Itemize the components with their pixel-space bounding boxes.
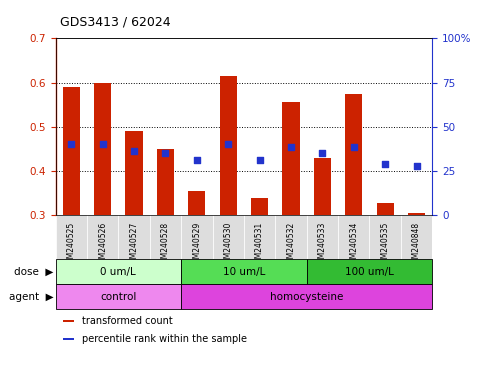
Text: GSM240525: GSM240525 [67,222,76,268]
Text: GDS3413 / 62024: GDS3413 / 62024 [60,16,171,29]
Bar [181,259,307,284]
Bar [275,215,307,259]
Text: GSM240535: GSM240535 [381,222,390,268]
Text: GSM240527: GSM240527 [129,222,139,268]
Bar [118,215,150,259]
Bar [307,259,432,284]
Text: 0 um/L: 0 um/L [100,266,136,277]
Text: percentile rank within the sample: percentile rank within the sample [82,334,247,344]
Bar [188,191,205,215]
Bar [307,215,338,259]
Text: GSM240526: GSM240526 [98,222,107,268]
Text: GSM240529: GSM240529 [192,222,201,268]
Bar [63,338,73,340]
Point [350,144,357,150]
Bar [283,103,299,215]
Text: GSM240531: GSM240531 [255,222,264,268]
Bar [157,149,174,215]
Text: GSM240533: GSM240533 [318,222,327,268]
Point [412,164,420,170]
Point [224,141,232,147]
Bar [408,213,425,215]
Text: homocysteine: homocysteine [270,291,343,302]
Bar [56,284,181,309]
Bar [377,203,394,215]
Text: GSM240532: GSM240532 [286,222,296,268]
Bar [369,215,401,259]
Text: 10 um/L: 10 um/L [223,266,265,277]
Point [193,157,201,163]
Bar [314,158,331,215]
Text: GSM240530: GSM240530 [224,222,233,268]
Bar [63,87,80,215]
Text: agent  ▶: agent ▶ [9,291,53,302]
Bar [338,215,369,259]
Bar [244,215,275,259]
Bar [87,215,118,259]
Point [382,161,389,167]
Point [68,141,75,147]
Bar [345,94,362,215]
Bar [94,83,111,215]
Text: dose  ▶: dose ▶ [14,266,53,277]
Point [99,141,107,147]
Text: control: control [100,291,137,302]
Text: GSM240848: GSM240848 [412,222,421,268]
Bar [181,284,432,309]
Point [287,144,295,150]
Point [130,148,138,154]
Bar [126,131,142,215]
Bar [150,215,181,259]
Bar [56,259,181,284]
Bar [63,321,73,322]
Bar [220,76,237,215]
Point [161,150,170,156]
Text: GSM240534: GSM240534 [349,222,358,268]
Point [319,150,327,156]
Bar [213,215,244,259]
Text: transformed count: transformed count [82,316,172,326]
Bar [181,215,213,259]
Text: 100 um/L: 100 um/L [345,266,394,277]
Bar [251,198,268,215]
Point [256,157,264,163]
Bar [56,215,87,259]
Text: GSM240528: GSM240528 [161,222,170,268]
Bar [401,215,432,259]
